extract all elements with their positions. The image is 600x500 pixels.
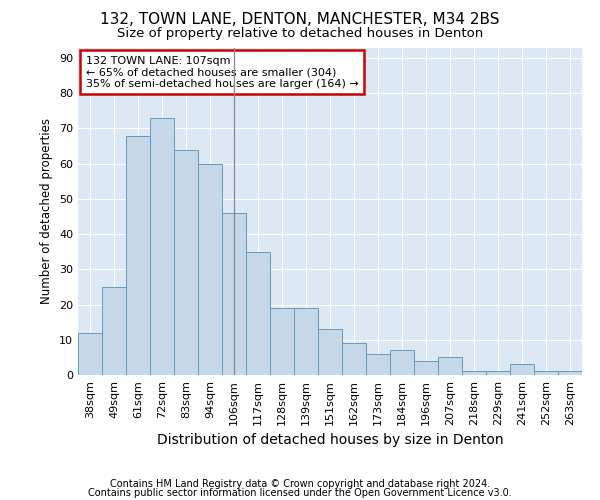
Bar <box>270 308 294 375</box>
Bar <box>78 332 102 375</box>
Text: Size of property relative to detached houses in Denton: Size of property relative to detached ho… <box>117 28 483 40</box>
Bar <box>390 350 414 375</box>
Bar <box>174 150 198 375</box>
Bar <box>126 136 150 375</box>
Bar <box>510 364 534 375</box>
Bar <box>150 118 174 375</box>
Bar <box>222 213 246 375</box>
Bar <box>438 358 462 375</box>
Bar <box>294 308 318 375</box>
Text: Contains HM Land Registry data © Crown copyright and database right 2024.: Contains HM Land Registry data © Crown c… <box>110 479 490 489</box>
Bar <box>366 354 390 375</box>
Text: 132, TOWN LANE, DENTON, MANCHESTER, M34 2BS: 132, TOWN LANE, DENTON, MANCHESTER, M34 … <box>100 12 500 28</box>
Bar <box>486 372 510 375</box>
Bar <box>558 372 582 375</box>
Bar <box>246 252 270 375</box>
Text: 132 TOWN LANE: 107sqm
← 65% of detached houses are smaller (304)
35% of semi-det: 132 TOWN LANE: 107sqm ← 65% of detached … <box>86 56 358 89</box>
Bar <box>414 361 438 375</box>
Y-axis label: Number of detached properties: Number of detached properties <box>40 118 53 304</box>
X-axis label: Distribution of detached houses by size in Denton: Distribution of detached houses by size … <box>157 434 503 448</box>
Bar <box>198 164 222 375</box>
Bar <box>462 372 486 375</box>
Bar <box>318 329 342 375</box>
Bar <box>534 372 558 375</box>
Bar <box>342 344 366 375</box>
Bar <box>102 287 126 375</box>
Text: Contains public sector information licensed under the Open Government Licence v3: Contains public sector information licen… <box>88 488 512 498</box>
